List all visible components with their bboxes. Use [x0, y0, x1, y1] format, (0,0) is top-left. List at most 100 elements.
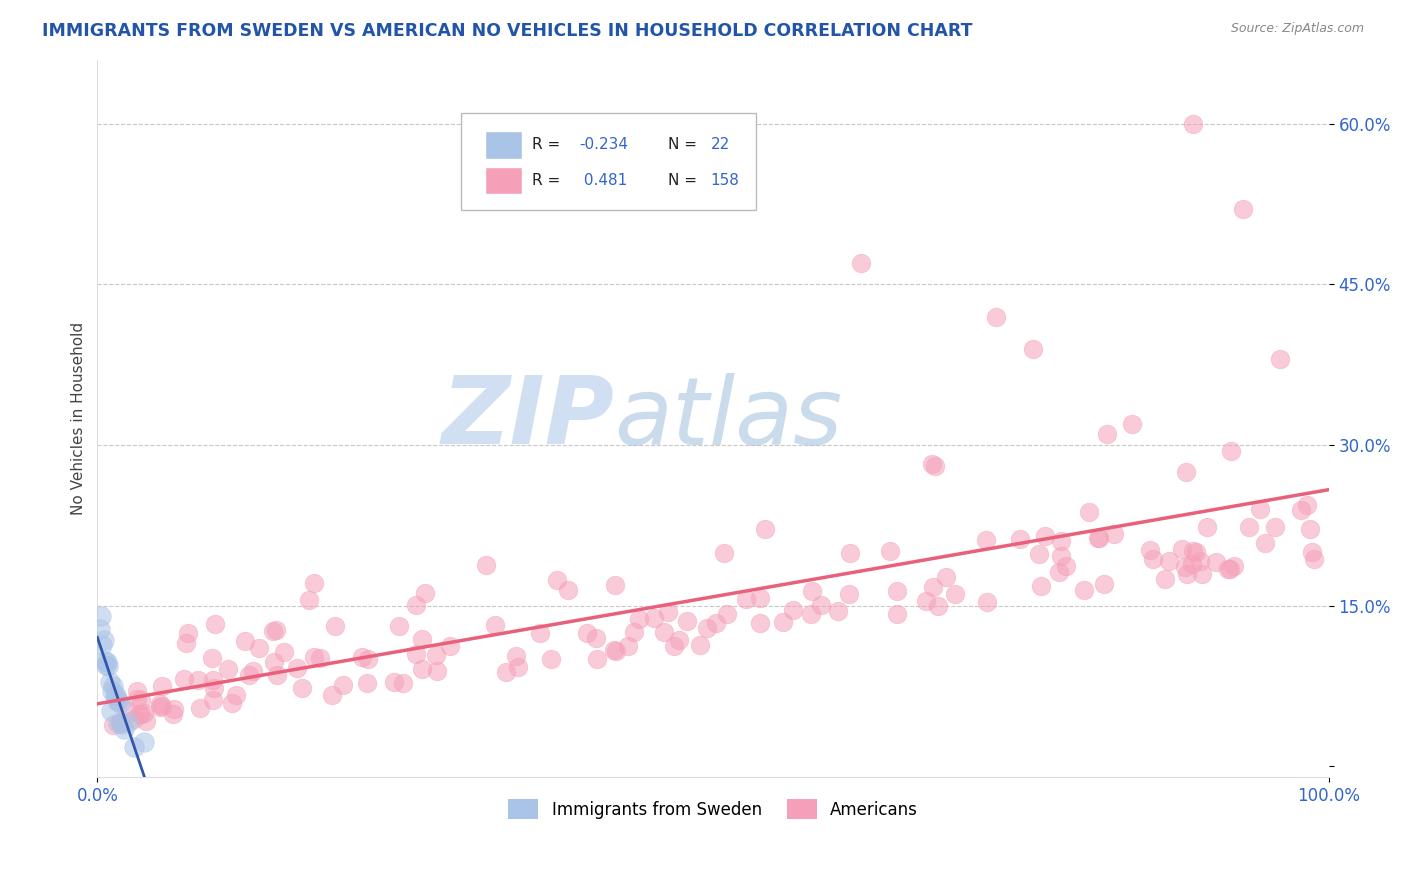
Point — [1073, 583, 1095, 598]
Point — [1092, 576, 1115, 591]
Point — [713, 546, 735, 560]
Point — [129, 692, 152, 706]
Point — [425, 648, 447, 662]
Point — [623, 624, 645, 639]
Point — [1139, 542, 1161, 557]
Point — [1219, 444, 1241, 458]
Point — [1050, 534, 1073, 549]
Point — [1218, 562, 1240, 576]
Point — [749, 616, 772, 631]
Point — [1205, 555, 1227, 569]
Text: atlas: atlas — [614, 373, 842, 464]
Point — [103, 718, 125, 732]
Point — [1022, 342, 1045, 356]
Point — [273, 645, 295, 659]
Point — [110, 715, 132, 730]
Point — [1088, 531, 1111, 545]
Text: N =: N = — [668, 137, 696, 153]
Y-axis label: No Vehicles in Household: No Vehicles in Household — [72, 322, 86, 515]
Point — [505, 648, 527, 663]
Point — [233, 633, 256, 648]
Point — [1174, 560, 1197, 574]
Point — [128, 706, 150, 721]
Point — [124, 740, 146, 755]
Point — [1219, 562, 1241, 576]
Point — [1153, 572, 1175, 586]
Point — [388, 619, 411, 633]
Point — [150, 680, 173, 694]
Text: -0.234: -0.234 — [579, 137, 628, 153]
Point — [1171, 542, 1194, 557]
Point — [201, 673, 224, 688]
Point — [934, 570, 956, 584]
Point — [94, 658, 117, 673]
Point — [263, 656, 285, 670]
Point — [1177, 567, 1199, 582]
Point — [129, 707, 152, 722]
Point — [657, 605, 679, 619]
Point — [704, 615, 727, 630]
Point — [1157, 554, 1180, 568]
Point — [1029, 579, 1052, 593]
Point — [474, 558, 496, 573]
Point — [1054, 559, 1077, 574]
Point — [754, 523, 776, 537]
Point — [187, 673, 209, 687]
Point — [323, 618, 346, 632]
Point — [103, 679, 125, 693]
Point — [107, 715, 129, 730]
Point — [585, 652, 607, 666]
Point — [800, 584, 823, 599]
Point — [1299, 522, 1322, 536]
Point — [238, 668, 260, 682]
Point — [104, 690, 127, 704]
Point — [800, 607, 823, 622]
Point — [1077, 505, 1099, 519]
Point — [321, 688, 343, 702]
Point — [108, 715, 131, 730]
Point — [111, 717, 134, 731]
Point — [242, 664, 264, 678]
Point — [1010, 532, 1032, 546]
Point — [1182, 544, 1205, 558]
Point — [298, 593, 321, 607]
Point — [114, 722, 136, 736]
Point — [100, 704, 122, 718]
Point — [654, 624, 676, 639]
Point — [643, 611, 665, 625]
Point — [495, 665, 517, 679]
Point — [924, 459, 946, 474]
Text: Source: ZipAtlas.com: Source: ZipAtlas.com — [1230, 22, 1364, 36]
Point — [838, 586, 860, 600]
Point — [117, 715, 139, 730]
Point — [1254, 535, 1277, 549]
Point — [135, 714, 157, 729]
Point — [96, 655, 118, 669]
Point — [1295, 498, 1317, 512]
Point — [264, 623, 287, 637]
Point — [1174, 465, 1197, 479]
Point — [105, 694, 128, 708]
Point — [529, 626, 551, 640]
Point — [689, 638, 711, 652]
Point — [149, 698, 172, 712]
Point — [382, 674, 405, 689]
FancyBboxPatch shape — [461, 113, 756, 211]
Point — [1185, 544, 1208, 558]
Point — [1028, 548, 1050, 562]
Text: 0.481: 0.481 — [579, 173, 627, 188]
Point — [97, 659, 120, 673]
Point — [439, 639, 461, 653]
Point — [943, 587, 966, 601]
Point — [1095, 427, 1118, 442]
Point — [405, 599, 427, 613]
Point — [122, 712, 145, 726]
Point — [921, 458, 943, 472]
Point — [98, 674, 121, 689]
Point — [302, 650, 325, 665]
Point — [782, 602, 804, 616]
FancyBboxPatch shape — [485, 131, 522, 159]
Point — [89, 622, 111, 636]
Point — [411, 662, 433, 676]
Point — [177, 626, 200, 640]
